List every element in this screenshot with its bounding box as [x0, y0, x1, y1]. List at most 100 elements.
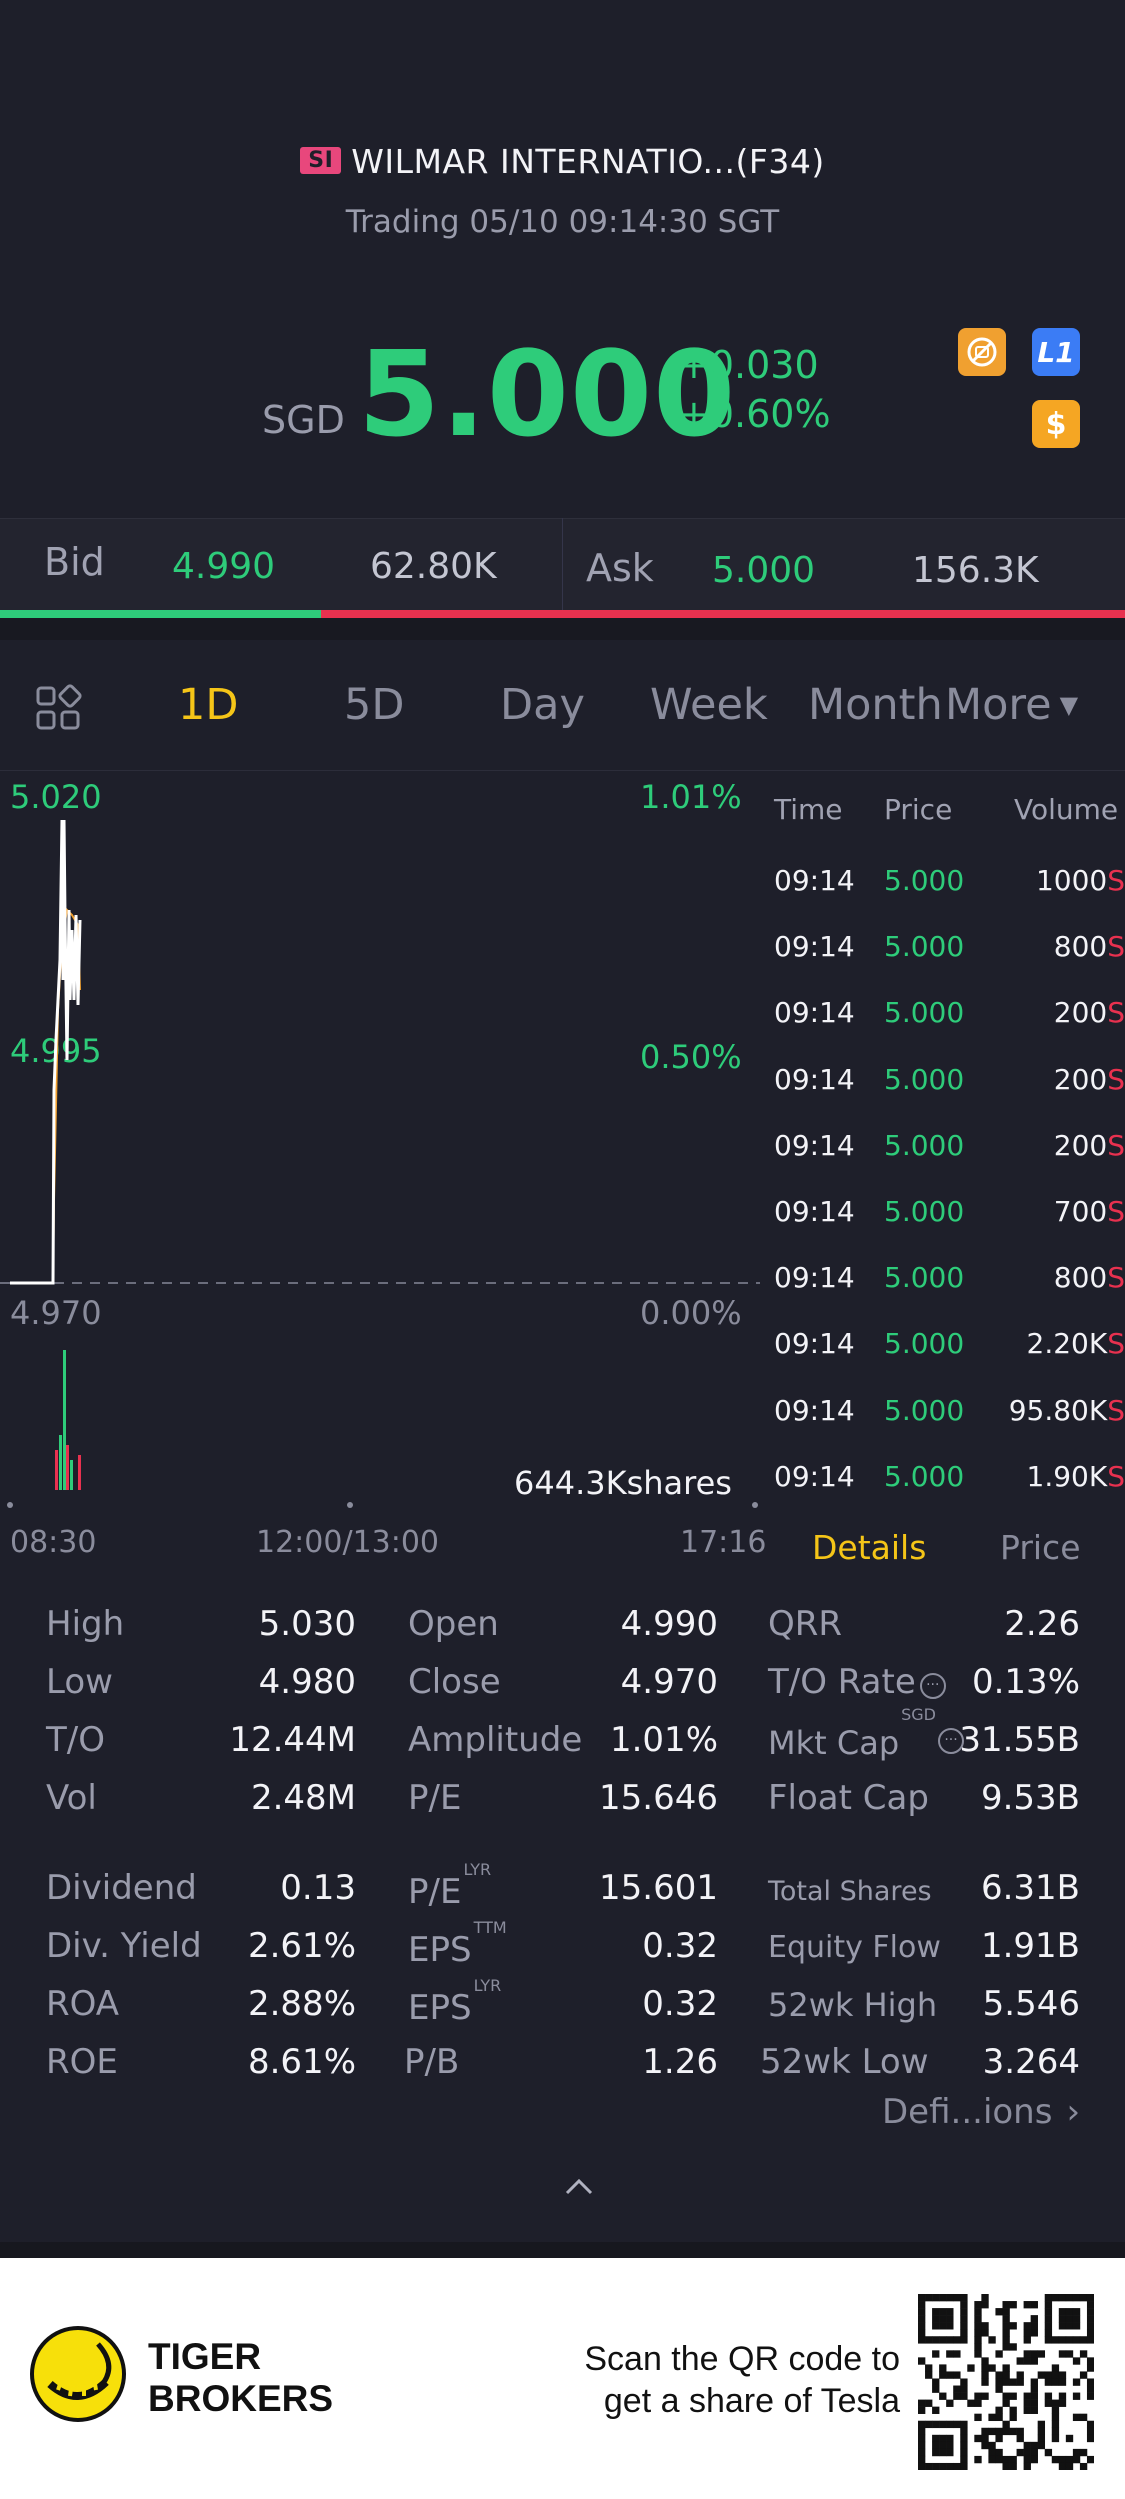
bid-volume-bar	[0, 610, 321, 618]
volume-bar	[63, 1350, 66, 1490]
tick-side: S	[1107, 930, 1125, 964]
dollar-icon[interactable]: $	[1032, 400, 1080, 448]
stat-roe-label: ROE	[46, 2042, 118, 2082]
tab-5d[interactable]: 5D	[344, 680, 405, 730]
tick-time: 09:14	[774, 1128, 855, 1162]
x-axis-mid: 12:00/13:00	[256, 1525, 440, 1560]
tick-price: 5.000	[884, 930, 965, 964]
stock-title[interactable]: SI WILMAR INTERNATIO...(F34)	[0, 142, 1125, 181]
stat-total-shares-value: 6.31B	[980, 1868, 1080, 1908]
stat-total-shares-label: Total Shares	[768, 1876, 932, 1907]
stat-pe-lyr-label: P/ELYR	[408, 1859, 492, 1912]
tick-side: S	[1107, 864, 1125, 897]
tick-time: 09:14	[774, 930, 855, 964]
stat-float-cap-label: Float Cap	[768, 1778, 929, 1818]
tick-price: 5.000	[884, 1062, 965, 1096]
stat-amplitude-value: 1.01%	[609, 1720, 718, 1760]
stat-mkt-cap-value: 31.55B	[959, 1720, 1080, 1760]
stat-volume-value: 2.48M	[250, 1778, 356, 1818]
ask-volume-bar	[321, 610, 1125, 618]
ticks-header-price: Price	[884, 793, 953, 826]
stat-eps-ttm-suffix: TTM	[473, 1917, 507, 1937]
stat-close-label: Close	[408, 1662, 501, 1702]
stat-high-value: 5.030	[258, 1604, 356, 1644]
tab-price[interactable]: Price	[1000, 1528, 1081, 1567]
tab-1d[interactable]: 1D	[178, 680, 239, 730]
stat-pe-lyr-suffix: LYR	[463, 1859, 492, 1879]
stat-dividend-label: Dividend	[46, 1868, 197, 1908]
stat-open-label: Open	[408, 1604, 499, 1644]
stat-52wk-low-label: 52wk Low	[760, 2042, 929, 2082]
stat-eps-lyr-value: 0.32	[642, 1984, 718, 2024]
last-price: 5.000	[358, 325, 737, 463]
tiger-brokers-logo-icon	[28, 2324, 128, 2428]
stat-dividend-value: 0.13	[280, 1868, 356, 1908]
stat-mkt-cap-label: Mkt CapSGD···	[768, 1705, 964, 1764]
stat-turnover-value: 12.44M	[229, 1720, 356, 1760]
trading-status: Trading 05/10 09:14:30 SGT	[345, 204, 780, 240]
brand-line-2: BROKERS	[148, 2378, 334, 2419]
tab-month[interactable]: Month	[808, 680, 943, 730]
stat-mkt-cap-currency: SGD	[901, 1705, 936, 1725]
promo-footer: TIGER BROKERS Scan the QR code to get a …	[0, 2258, 1125, 2499]
tick-volume: 1000S	[1035, 864, 1125, 897]
ask-label: Ask	[586, 546, 654, 590]
stat-qrr-label: QRR	[768, 1604, 843, 1644]
info-icon[interactable]: ···	[919, 1673, 946, 1699]
tab-more[interactable]: More ▼	[945, 680, 1079, 730]
tab-week[interactable]: Week	[650, 680, 768, 730]
stat-pe-value: 15.646	[599, 1778, 718, 1818]
volume-label: 644.3Kshares	[514, 1464, 732, 1502]
definitions-link[interactable]: Defi...ions ›	[882, 2092, 1081, 2132]
tick-side: S	[1107, 1459, 1125, 1493]
collapse-chevron-up-icon[interactable]	[564, 2176, 594, 2200]
stat-float-cap-value: 9.53B	[980, 1778, 1080, 1818]
tick-volume: 2.20KS	[1026, 1327, 1125, 1361]
ask-size: 156.3K	[912, 550, 1039, 591]
x-axis-dot	[752, 1502, 758, 1508]
promo-line-1: Scan the QR code to	[584, 2340, 900, 2378]
stat-52wk-low-value: 3.264	[982, 2042, 1080, 2082]
stat-eps-lyr-label: EPSLYR	[408, 1975, 502, 2028]
bid-size: 62.80K	[370, 546, 497, 587]
tick-time: 09:14	[774, 1261, 855, 1295]
info-icon[interactable]: ···	[938, 1728, 964, 1754]
tick-volume: 700S	[1053, 1195, 1125, 1228]
price-change-percent: +0.60%	[678, 392, 831, 436]
stat-high-label: High	[46, 1604, 125, 1644]
stat-low-label: Low	[46, 1662, 113, 1702]
no-trade-icon[interactable]	[958, 328, 1006, 376]
tab-day[interactable]: Day	[500, 680, 585, 730]
tick-time: 09:14	[774, 1327, 855, 1361]
tick-side: S	[1107, 996, 1125, 1030]
stat-close-value: 4.970	[620, 1662, 718, 1702]
tick-price: 5.000	[884, 1393, 965, 1427]
tick-time: 09:14	[774, 1195, 855, 1228]
tick-price: 5.000	[884, 1261, 965, 1295]
level1-badge-icon[interactable]: L1	[1032, 328, 1080, 376]
intraday-chart[interactable]	[0, 790, 760, 1510]
bid-price: 4.990	[172, 546, 276, 587]
footer-divider	[0, 2242, 1125, 2258]
tick-price: 5.000	[884, 864, 965, 897]
tick-price: 5.000	[884, 1128, 965, 1162]
tick-price: 5.000	[884, 996, 965, 1030]
tick-time: 09:14	[774, 864, 855, 897]
tab-details[interactable]: Details	[812, 1528, 927, 1567]
tabs-divider	[0, 770, 1125, 771]
tick-side: S	[1107, 1062, 1125, 1096]
section-divider	[0, 618, 1125, 640]
tick-volume: 200S	[1053, 996, 1125, 1030]
y-axis-high: 5.020	[10, 778, 102, 816]
layout-grid-icon[interactable]	[34, 684, 82, 736]
stat-eps-lyr-suffix: LYR	[473, 1975, 502, 1995]
price-line	[10, 819, 82, 1285]
currency-label: SGD	[262, 398, 345, 442]
stat-qrr-value: 2.26	[1004, 1604, 1080, 1644]
stat-turnover-label: T/O	[46, 1720, 105, 1760]
stat-roa-label: ROA	[46, 1984, 120, 2024]
tick-side: S	[1107, 1128, 1125, 1162]
stat-amplitude-label: Amplitude	[408, 1720, 583, 1760]
tick-volume: 800S	[1053, 1261, 1125, 1295]
stat-pb-label: P/B	[404, 2042, 460, 2082]
